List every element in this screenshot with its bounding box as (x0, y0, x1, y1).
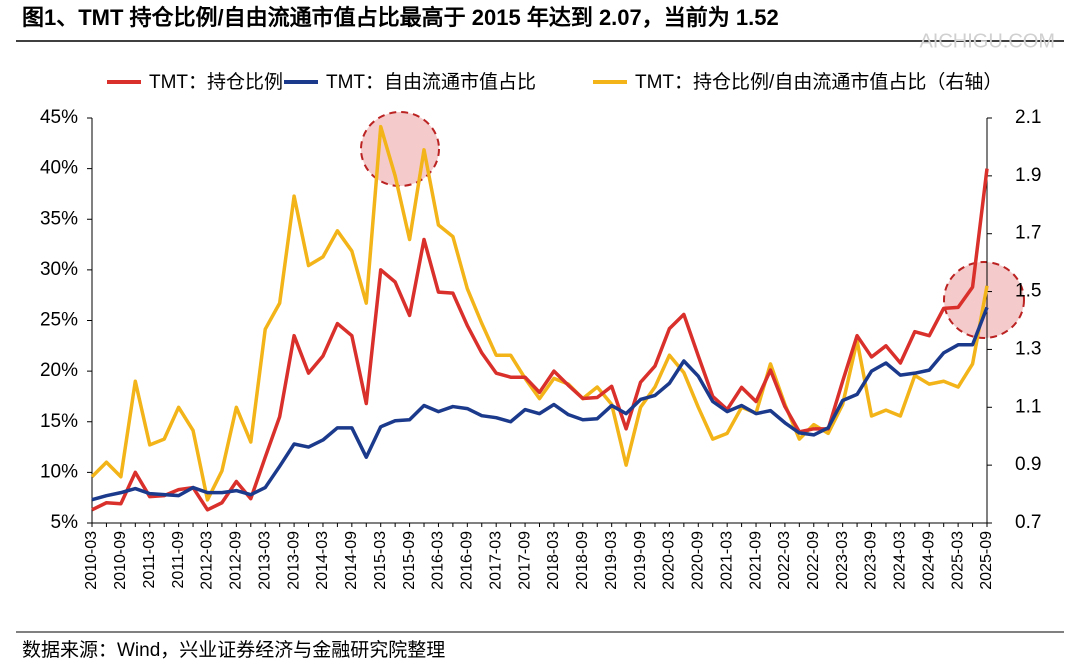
series-line (90, 124, 989, 502)
x-tick-label: 2016-03 (430, 531, 447, 590)
x-tick-label: 2019-09 (632, 531, 649, 590)
x-tick-label: 2015-09 (401, 531, 418, 590)
series-line (91, 306, 989, 502)
source: 数据来源：Wind，兴业证券经济与金融研究院整理 (22, 639, 445, 661)
x-tick-label: 2012-09 (228, 531, 245, 590)
y-tick-label: 5% (51, 512, 79, 533)
series-line (91, 168, 989, 512)
legend-label: TMT：自由流通市值占比 (326, 71, 536, 93)
y-tick-label: 20% (40, 360, 78, 381)
watermark: AICHIGU.COM (919, 30, 1055, 52)
y-tick-label: 25% (40, 310, 78, 331)
legend-label: TMT：持仓比例/自由流通市值占比（右轴） (635, 71, 1002, 93)
x-tick-label: 2018-03 (545, 531, 562, 590)
x-tick-label: 2024-03 (892, 531, 909, 590)
x-tick-label: 2011-03 (141, 531, 158, 589)
x-tick-label: 2021-09 (747, 531, 764, 590)
x-tick-label: 2012-03 (199, 531, 216, 590)
y2-tick-label: 0.7 (1015, 512, 1041, 533)
y-tick-label: 10% (40, 461, 78, 482)
x-tick-label: 2019-03 (603, 531, 620, 590)
chart-title: 图1、TMT 持仓比例/自由流通市值占比最高于 2015 年达到 2.07，当前… (22, 5, 779, 30)
x-tick-label: 2013-09 (285, 531, 302, 590)
y2-tick-label: 1.9 (1015, 165, 1041, 186)
x-tick-label: 2010-09 (112, 531, 129, 590)
x-tick-label: 2022-09 (805, 531, 822, 590)
y-tick-label: 45% (40, 107, 78, 128)
x-tick-label: 2014-03 (314, 531, 331, 590)
y2-tick-label: 2.1 (1015, 107, 1041, 128)
y2-tick-label: 1.3 (1015, 338, 1041, 359)
x-tick-label: 2023-03 (834, 531, 851, 590)
x-tick-label: 2021-03 (718, 531, 735, 590)
y2-tick-label: 1.1 (1015, 396, 1041, 417)
y-tick-label: 35% (40, 208, 78, 229)
x-tick-label: 2025-03 (949, 531, 966, 590)
x-tick-label: 2017-03 (487, 531, 504, 590)
legend-label: TMT：持仓比例 (149, 71, 283, 93)
x-tick-label: 2024-09 (920, 531, 937, 590)
x-tick-label: 2017-09 (516, 531, 533, 590)
y2-tick-label: 0.9 (1015, 454, 1041, 475)
x-tick-label: 2023-09 (863, 531, 880, 590)
x-tick-label: 2018-09 (574, 531, 591, 590)
x-tick-label: 2020-09 (690, 531, 707, 590)
x-tick-label: 2015-03 (372, 531, 389, 590)
x-tick-label: 2025-09 (978, 531, 995, 590)
x-tick-label: 2014-09 (343, 531, 360, 590)
y-tick-label: 40% (40, 158, 78, 179)
y-tick-label: 30% (40, 259, 78, 280)
x-tick-label: 2013-03 (256, 531, 273, 590)
y2-tick-label: 1.5 (1015, 281, 1041, 302)
x-tick-label: 2022-03 (776, 531, 793, 590)
y2-tick-label: 1.7 (1015, 223, 1041, 244)
x-tick-label: 2016-09 (459, 531, 476, 590)
y-tick-label: 15% (40, 411, 78, 432)
x-tick-label: 2011-09 (170, 531, 187, 589)
x-tick-label: 2020-03 (661, 531, 678, 590)
x-tick-label: 2010-03 (83, 531, 100, 590)
